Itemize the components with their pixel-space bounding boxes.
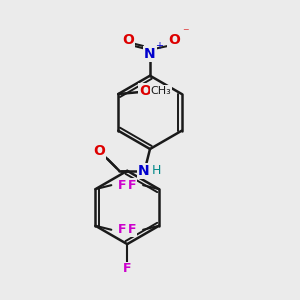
Text: F: F (128, 223, 136, 236)
Text: CH₃: CH₃ (151, 86, 171, 96)
Text: O: O (168, 33, 180, 47)
Text: O: O (139, 84, 151, 98)
Text: F: F (123, 262, 131, 275)
Text: +: + (155, 41, 163, 51)
Text: N: N (137, 164, 149, 178)
Text: N: N (144, 47, 156, 61)
Text: H: H (152, 164, 162, 177)
Text: O: O (122, 33, 134, 47)
Text: O: O (94, 144, 105, 158)
Text: F: F (118, 179, 127, 192)
Text: F: F (118, 223, 127, 236)
Text: ⁻: ⁻ (182, 26, 188, 39)
Text: F: F (128, 179, 136, 192)
